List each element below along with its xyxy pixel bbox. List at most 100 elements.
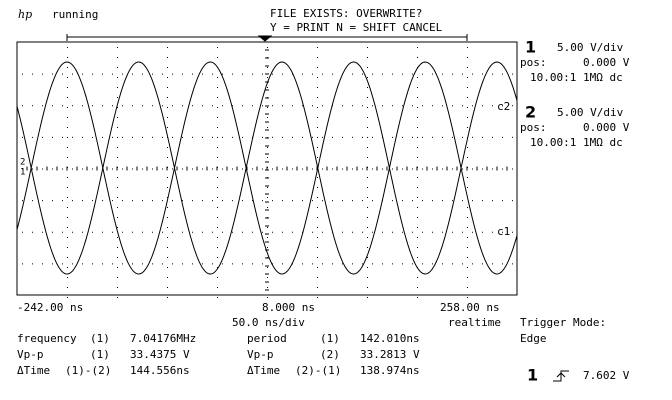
grid-dot	[222, 263, 223, 265]
grid-dot	[412, 231, 413, 233]
grid-dot	[112, 231, 113, 233]
grid-dot	[502, 231, 503, 233]
grid-dot	[267, 107, 268, 108]
grid-dot	[112, 73, 113, 75]
grid-dot	[482, 73, 483, 75]
grid-dot	[212, 263, 213, 265]
grid-dot	[317, 207, 318, 208]
grid-dot	[462, 200, 463, 202]
grid-dot	[67, 237, 68, 238]
grid-dot	[442, 105, 443, 107]
grid-dot	[312, 168, 313, 170]
measurement-name: period	[247, 332, 287, 345]
grid-dot	[442, 200, 443, 202]
grid-dot	[467, 267, 468, 268]
grid-dot	[42, 168, 43, 170]
grid-dot	[512, 200, 513, 202]
grid-dot	[67, 127, 68, 128]
grid-dot	[262, 136, 263, 138]
grid-dot	[232, 231, 233, 233]
grid-dot	[272, 200, 273, 202]
grid-dot	[417, 77, 418, 78]
grid-dot	[317, 257, 318, 258]
grid-dot	[367, 217, 368, 218]
grid-dot	[492, 263, 493, 265]
measurement-name: Vp-p	[247, 348, 274, 361]
grid-dot	[217, 137, 218, 138]
grid-dot	[102, 136, 103, 138]
grid-dot	[167, 287, 168, 288]
grid-dot	[62, 73, 63, 75]
grid-dot	[122, 136, 123, 138]
time-left: -242.00 ns	[17, 301, 83, 314]
grid-dot	[342, 263, 343, 265]
grid-dot	[417, 157, 418, 158]
grid-dot	[267, 287, 268, 288]
grid-dot	[112, 105, 113, 107]
grid-dot	[332, 200, 333, 202]
grid-dot	[352, 73, 353, 75]
grid-dot	[422, 105, 423, 107]
grid-dot	[317, 107, 318, 108]
grid-dot	[512, 168, 513, 170]
grid-dot	[32, 200, 33, 202]
grid-dot	[322, 231, 323, 233]
grid-dot	[432, 168, 433, 170]
grid-dot	[112, 263, 113, 265]
grid-dot	[467, 247, 468, 248]
grid-dot	[492, 136, 493, 138]
grid-dot	[267, 67, 268, 68]
measurements: frequency (1) 7.04176MHz period (1) 142.010ns…	[17, 332, 420, 377]
grid-dot	[422, 263, 423, 265]
grid-dot	[322, 105, 323, 107]
grid-dot	[372, 136, 373, 138]
grid-dot	[202, 105, 203, 107]
grid-dot	[167, 77, 168, 78]
grid-dot	[267, 157, 268, 158]
grid-dot	[452, 263, 453, 265]
grid-dot	[282, 136, 283, 138]
grid-dot	[282, 168, 283, 170]
grid-dot	[442, 231, 443, 233]
grid-dot	[167, 177, 168, 178]
grid-dot	[382, 105, 383, 107]
grid-dot	[142, 168, 143, 170]
grid-dot	[267, 77, 268, 78]
grid-dot	[317, 67, 318, 68]
grid-dot	[112, 136, 113, 138]
grid-dot	[472, 136, 473, 138]
grid-dot	[217, 57, 218, 58]
acq-mode: realtime	[448, 316, 501, 329]
grid-dot	[317, 47, 318, 48]
grid-dot	[292, 200, 293, 202]
grid-dot	[282, 231, 283, 233]
grid-dot	[42, 200, 43, 202]
grid-dot	[367, 257, 368, 258]
grid-dot	[367, 77, 368, 78]
grid-dot	[42, 231, 43, 233]
grid-dot	[322, 263, 323, 265]
grid-dot	[317, 57, 318, 58]
grid-dot	[117, 57, 118, 58]
grid-dot	[272, 136, 273, 138]
grid-dot	[417, 147, 418, 148]
grid-dot	[222, 136, 223, 138]
grid-dot	[392, 200, 393, 202]
grid-dot	[242, 73, 243, 75]
grid-dot	[67, 67, 68, 68]
grid-dot	[67, 157, 68, 158]
grid-dot	[117, 177, 118, 178]
grid-dot	[242, 105, 243, 107]
grid-dot	[82, 73, 83, 75]
grid-dot	[167, 277, 168, 278]
grid-dot	[172, 168, 173, 170]
grid-dot	[67, 57, 68, 58]
grid-dot	[317, 137, 318, 138]
grid-dot	[262, 231, 263, 233]
grid-dot	[152, 136, 153, 138]
grid-dot	[192, 73, 193, 75]
grid-dot	[202, 73, 203, 75]
grid-dot	[452, 136, 453, 138]
